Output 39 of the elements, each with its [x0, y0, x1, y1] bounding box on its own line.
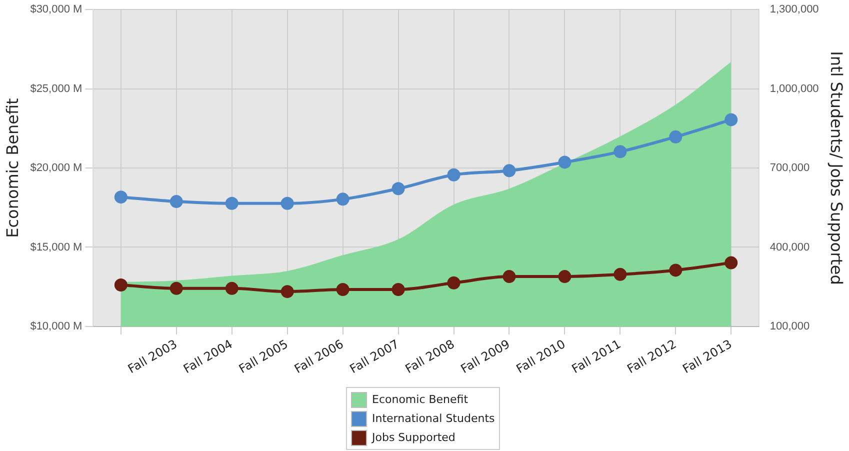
point: [614, 145, 627, 158]
point: [170, 282, 183, 295]
point: [114, 278, 128, 292]
point: [502, 164, 516, 178]
legend-label: International Students: [372, 412, 495, 425]
point: [447, 276, 460, 290]
y-tick-label: $10,000 M: [30, 320, 82, 332]
y-axis-title: Economic Benefit: [2, 98, 22, 238]
y-tick-label: $25,000 M: [30, 82, 82, 95]
y2-tick-label: 1,300,000: [770, 4, 819, 16]
point: [724, 256, 738, 270]
y2-tick-label: 700,000: [770, 162, 810, 174]
point: [669, 130, 682, 144]
y2-tick-label: 100,000: [770, 320, 810, 332]
legend-label: Economic Benefit: [372, 393, 468, 406]
point: [280, 285, 294, 298]
y2-tick-label: 400,000: [770, 241, 810, 254]
point: [392, 282, 405, 296]
y2-axis-title: Intl Students/ Jobs Supported: [827, 51, 846, 285]
point: [336, 192, 350, 206]
point: [170, 195, 183, 208]
y2-tick-label: 1,000,000: [770, 82, 819, 95]
legend-label: Jobs Supported: [372, 431, 456, 444]
y-tick-label: $15,000 M: [30, 241, 82, 254]
y-tick-label: $30,000 M: [30, 4, 82, 16]
point: [447, 168, 460, 182]
point: [558, 156, 572, 169]
point: [114, 190, 128, 204]
point: [502, 270, 516, 284]
y-tick-label: $20,000 M: [30, 162, 82, 174]
point: [225, 282, 238, 295]
point: [558, 270, 572, 284]
point: [336, 282, 350, 296]
point: [280, 196, 294, 210]
point: [392, 182, 405, 196]
point: [669, 264, 682, 277]
point: [614, 268, 627, 281]
point: [225, 196, 238, 210]
point: [724, 113, 738, 126]
